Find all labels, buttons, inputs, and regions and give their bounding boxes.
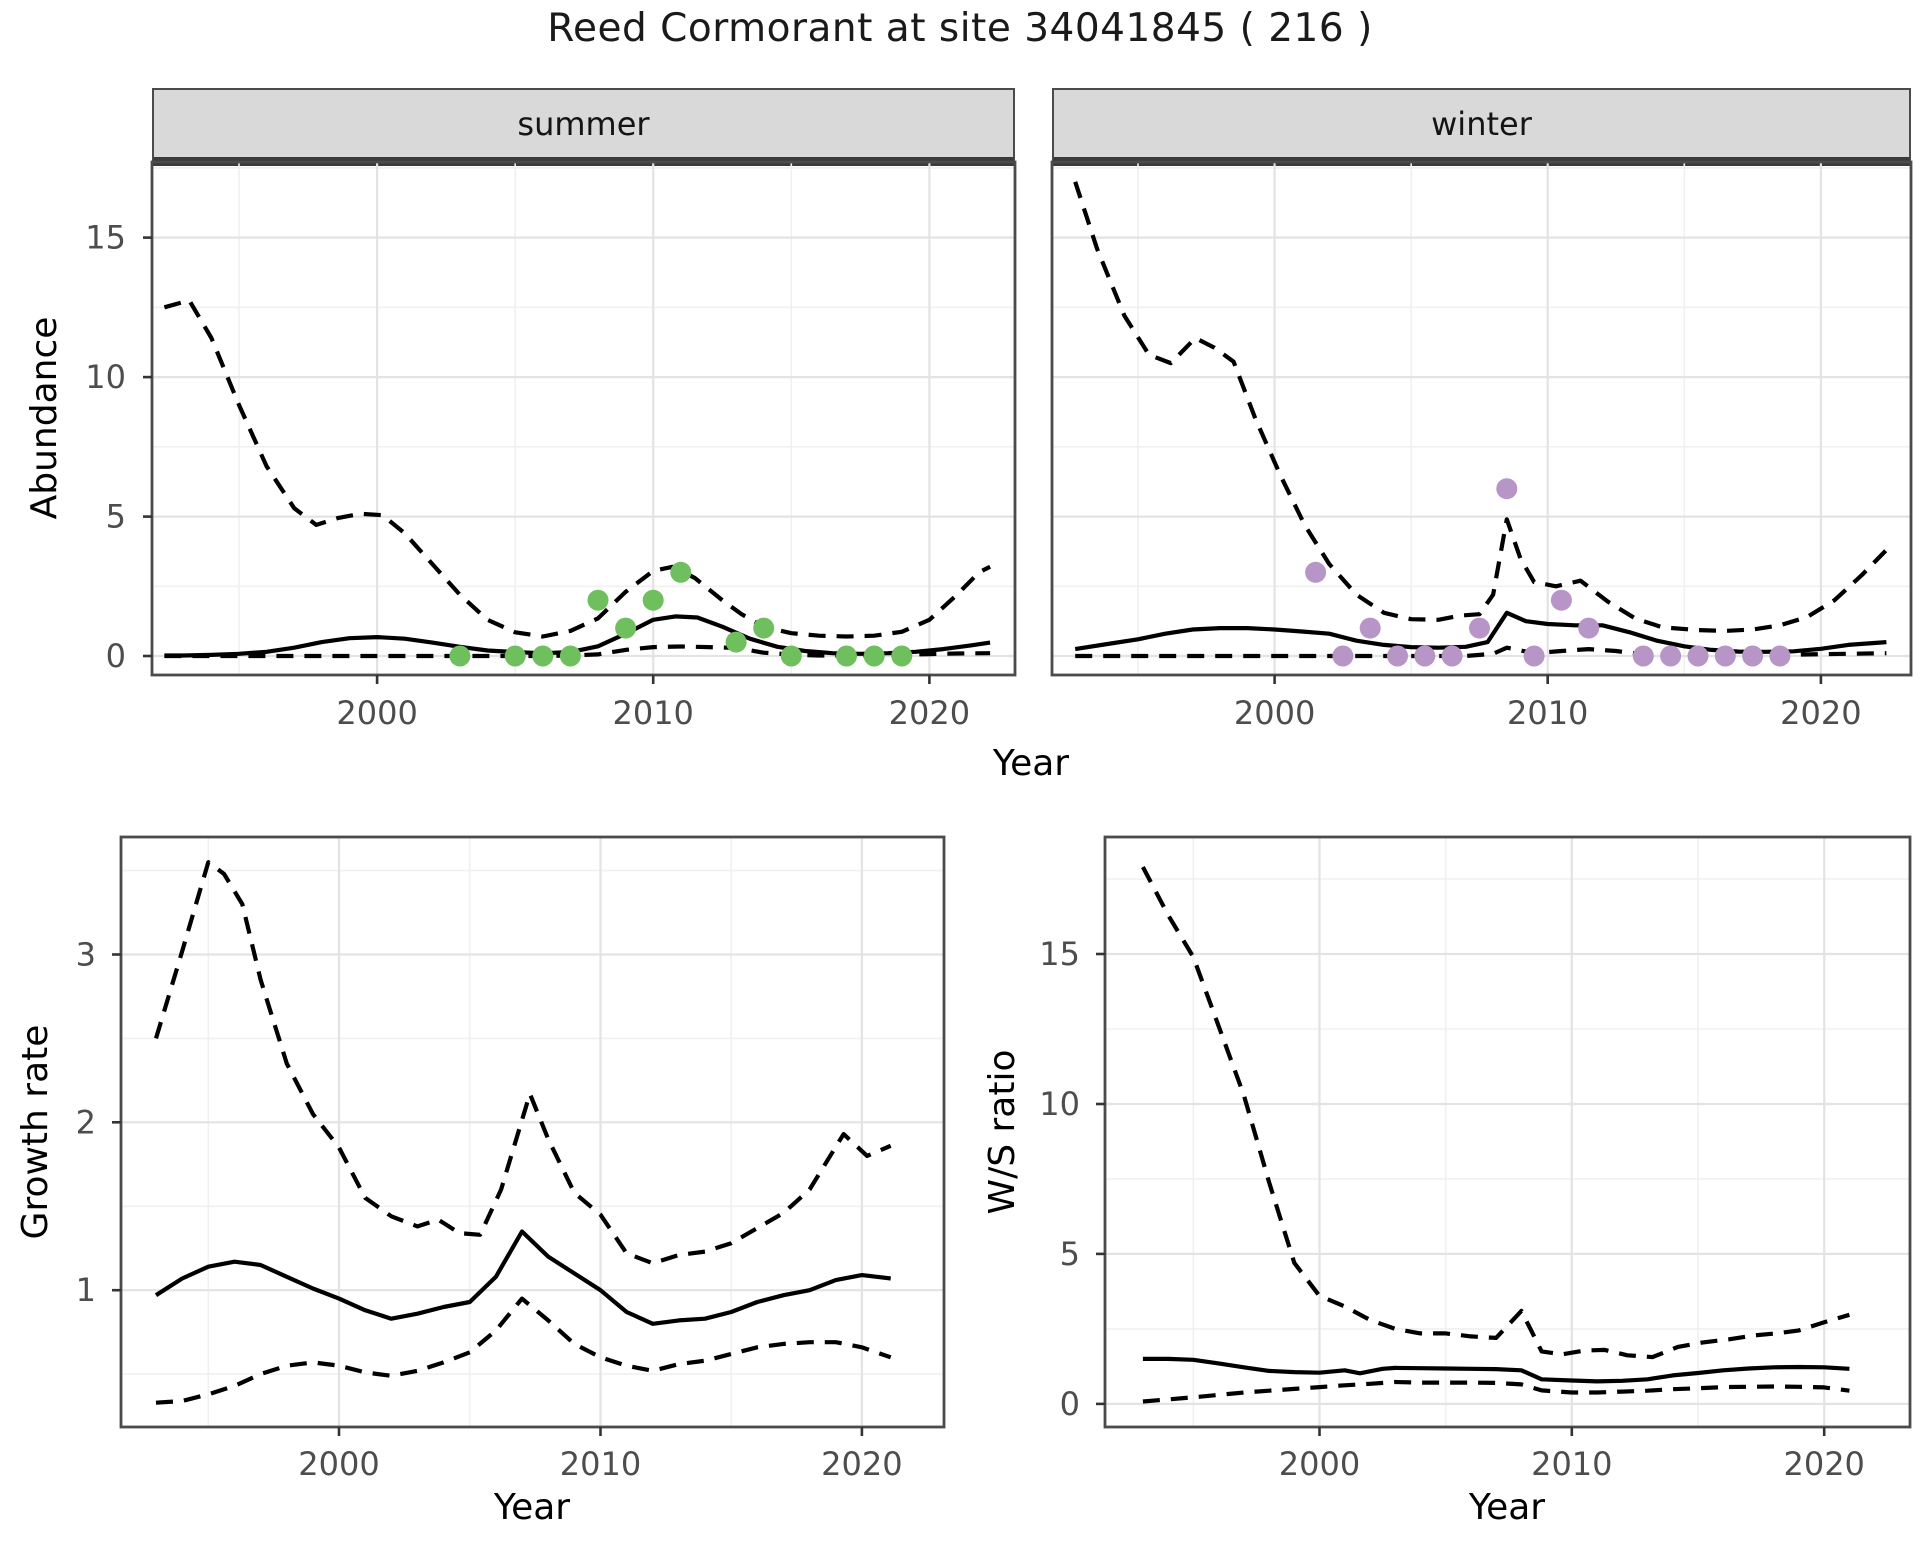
observation-point (670, 561, 692, 583)
x-tick-label: 2010 (612, 694, 693, 732)
observation-point (1387, 645, 1408, 667)
y-tick-label: 0 (106, 637, 126, 675)
observation-point (449, 645, 471, 667)
growth-rate-panel: 2000 2010 2020 1 2 3 (76, 835, 946, 1483)
abundance-winter-fit-line (1074, 610, 1887, 654)
x-tick-label: 2010 (1531, 1445, 1612, 1483)
observation-point (780, 645, 802, 667)
observation-point (1742, 645, 1764, 667)
abundance-winter-panel-border (1050, 160, 1913, 677)
y-tick-label: 5 (1060, 1235, 1080, 1273)
x-tick-label: 2020 (1783, 1445, 1864, 1483)
x-tick-label: 2020 (821, 1445, 902, 1483)
abundance-summer-upper-ci-line (163, 298, 992, 639)
facet-strip-summer-label: summer (517, 104, 650, 143)
ws-ratio-panel-border (1103, 835, 1912, 1429)
x-tick-label: 2000 (336, 694, 417, 732)
x-tick-label: 2000 (1279, 1445, 1360, 1483)
facet-strip-winter-label: winter (1431, 104, 1532, 143)
x-tick-label: 2020 (1780, 694, 1861, 732)
abundance-winter-panel: 2000 2010 2020 (1050, 160, 1913, 732)
ws-ratio-panel: 2000 2010 2020 0 5 10 15 (1039, 835, 1912, 1483)
abundance-summer-panel-border (150, 160, 1017, 677)
observation-point (1414, 645, 1436, 667)
ws-ratio-lines (1141, 866, 1850, 1404)
observation-point (587, 589, 609, 611)
y-tick-label: 1 (76, 1271, 96, 1309)
observation-point (1660, 645, 1682, 667)
facet-strip-summer: summer (152, 88, 1015, 166)
observation-point (1359, 617, 1381, 639)
facet-strip-winter: winter (1052, 88, 1911, 166)
abundance-summer-lines (163, 298, 992, 659)
observation-point (891, 645, 913, 667)
growth-rate-upper-ci-line (153, 860, 892, 1266)
page-title: Reed Cormorant at site 34041845 ( 216 ) (547, 6, 1373, 51)
ws-ratio-axis-title: W/S ratio (982, 1049, 1023, 1215)
observation-point (1496, 478, 1518, 500)
year-axis-title-top: Year (992, 743, 1070, 784)
abundance-summer-panel: 2000 2010 2020 0 5 10 15 (85, 160, 1017, 732)
observation-point (559, 645, 581, 667)
ws-ratio-upper-ci-line (1141, 866, 1850, 1360)
y-tick-label: 15 (1039, 935, 1080, 973)
abundance-winter-lower-ci-line (1075, 645, 1887, 659)
x-tick-label: 2010 (560, 1445, 641, 1483)
y-tick-label: 10 (85, 358, 126, 396)
observation-point (1769, 645, 1791, 667)
growth-rate-lines (153, 860, 892, 1405)
observation-point (615, 617, 637, 639)
observation-point (863, 645, 885, 667)
abundance-winter-points (1305, 478, 1791, 667)
observation-point (1687, 645, 1709, 667)
growth-rate-panel-border (119, 835, 946, 1429)
observation-point (1523, 645, 1545, 667)
growth-rate-axis-title: Growth rate (15, 1024, 56, 1240)
year-axis-title-bottom-right: Year (1468, 1487, 1546, 1528)
y-tick-label: 0 (1060, 1385, 1080, 1423)
observation-point (1632, 645, 1654, 667)
observation-point (642, 589, 664, 611)
ws-ratio-fit-line (1142, 1356, 1850, 1384)
growth-rate-lower-ci-line (155, 1296, 892, 1405)
ws-ratio-lower-ci-line (1142, 1379, 1850, 1404)
abundance-summer-points (449, 561, 913, 667)
x-tick-label: 2010 (1507, 694, 1588, 732)
x-tick-label: 2000 (298, 1445, 379, 1483)
x-tick-label: 2020 (889, 694, 970, 732)
y-tick-label: 2 (76, 1103, 96, 1141)
y-tick-label: 15 (85, 219, 126, 257)
observation-point (1550, 589, 1572, 611)
observation-point (532, 645, 554, 667)
abundance-axis-title: Abundance (24, 316, 65, 520)
observation-point (753, 617, 775, 639)
observation-point (836, 645, 857, 667)
observation-point (725, 631, 747, 653)
observation-point (1332, 645, 1354, 667)
y-tick-label: 3 (76, 936, 96, 974)
abundance-winter-lines (1073, 181, 1888, 659)
y-tick-label: 10 (1039, 1085, 1080, 1123)
observation-point (504, 645, 526, 667)
observation-point (1469, 617, 1490, 639)
observation-point (1441, 645, 1463, 667)
observation-point (1714, 645, 1736, 667)
abundance-winter-upper-ci-line (1073, 181, 1888, 634)
observation-point (1578, 617, 1600, 639)
growth-rate-fit-line (154, 1229, 891, 1326)
year-axis-title-bottom-left: Year (493, 1487, 571, 1528)
y-tick-label: 5 (106, 498, 126, 536)
x-tick-label: 2000 (1234, 694, 1315, 732)
observation-point (1305, 561, 1327, 583)
